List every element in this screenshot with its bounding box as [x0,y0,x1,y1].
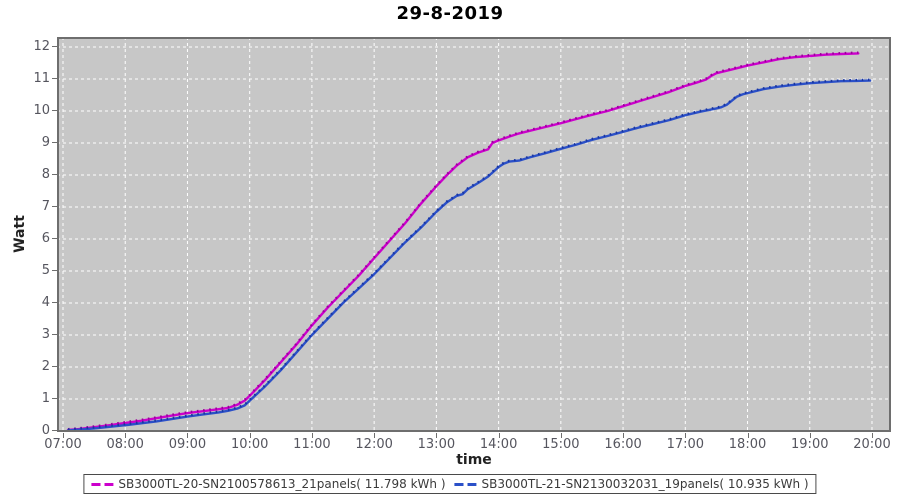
y-tick-label: 0 [41,423,50,438]
x-tick-mark [436,433,438,438]
x-tick-label: 19:00 [791,437,829,452]
y-tick-mark [52,142,57,143]
legend-entry-inverter-21: SB3000TL-21-SN2130032031_19panels( 10.93… [454,477,809,491]
x-tick-mark [63,433,64,438]
y-tick-mark [52,366,57,367]
plot-canvas [57,37,891,432]
y-tick-mark [52,110,57,111]
x-tick-label: 08:00 [106,437,144,452]
x-tick-mark [871,433,873,438]
plot-area [57,37,891,432]
y-tick-mark [52,334,57,335]
x-tick-label: 12:00 [355,437,393,452]
legend-label-inverter-21: SB3000TL-21-SN2130032031_19panels( 10.93… [481,477,809,491]
y-tick-label: 2 [41,359,50,374]
y-tick-mark [52,206,57,207]
y-tick-label: 8 [41,167,50,182]
y-tick-mark [52,430,57,431]
x-tick-mark [560,433,562,438]
legend-line-swatch-blue-icon [454,482,477,486]
y-tick-mark [52,78,57,79]
x-tick-label: 15:00 [542,437,580,452]
y-tick-label: 10 [33,103,50,118]
y-tick-mark [52,174,57,175]
x-tick-label: 20:00 [853,437,891,452]
x-tick-label: 16:00 [604,437,642,452]
x-tick-mark [747,433,749,438]
x-tick-mark [374,433,376,438]
y-tick-label: 9 [41,135,50,150]
y-tick-label: 12 [33,39,50,54]
x-axis-title: time [456,452,492,468]
x-tick-label: 07:00 [44,437,82,452]
x-tick-mark [125,433,127,438]
x-tick-label: 18:00 [728,437,767,452]
x-tick-mark [685,433,687,438]
y-tick-mark [52,398,57,399]
y-tick-label: 3 [41,327,50,342]
x-tick-mark [498,433,500,438]
y-tick-mark [52,270,57,271]
chart-title: 29-8-2019 [396,3,504,24]
legend-entry-inverter-20: SB3000TL-20-SN2100578613_21panels( 11.79… [91,477,446,491]
y-tick-mark [52,302,57,303]
x-tick-label: 14:00 [479,437,518,452]
y-tick-label: 7 [41,199,50,214]
x-tick-label: 09:00 [168,437,207,452]
legend: SB3000TL-20-SN2100578613_21panels( 11.79… [83,474,817,494]
y-tick-mark [52,238,57,239]
x-tick-label: 11:00 [293,437,331,452]
y-tick-mark [52,46,57,47]
x-tick-label: 10:00 [230,437,269,452]
legend-line-swatch-magenta-icon [91,482,114,486]
x-tick-label: 13:00 [417,437,456,452]
legend-label-inverter-20: SB3000TL-20-SN2100578613_21panels( 11.79… [118,477,446,491]
x-tick-mark [809,433,811,438]
x-tick-label: 17:00 [666,437,705,452]
x-tick-mark [187,433,189,438]
y-tick-label: 4 [41,295,50,310]
x-tick-mark [249,433,251,438]
y-tick-label: 1 [41,391,50,406]
x-tick-mark [623,433,625,438]
y-tick-label: 6 [41,231,50,246]
y-tick-label: 5 [41,263,50,278]
y-tick-label: 11 [33,71,50,86]
x-tick-mark [311,433,313,438]
